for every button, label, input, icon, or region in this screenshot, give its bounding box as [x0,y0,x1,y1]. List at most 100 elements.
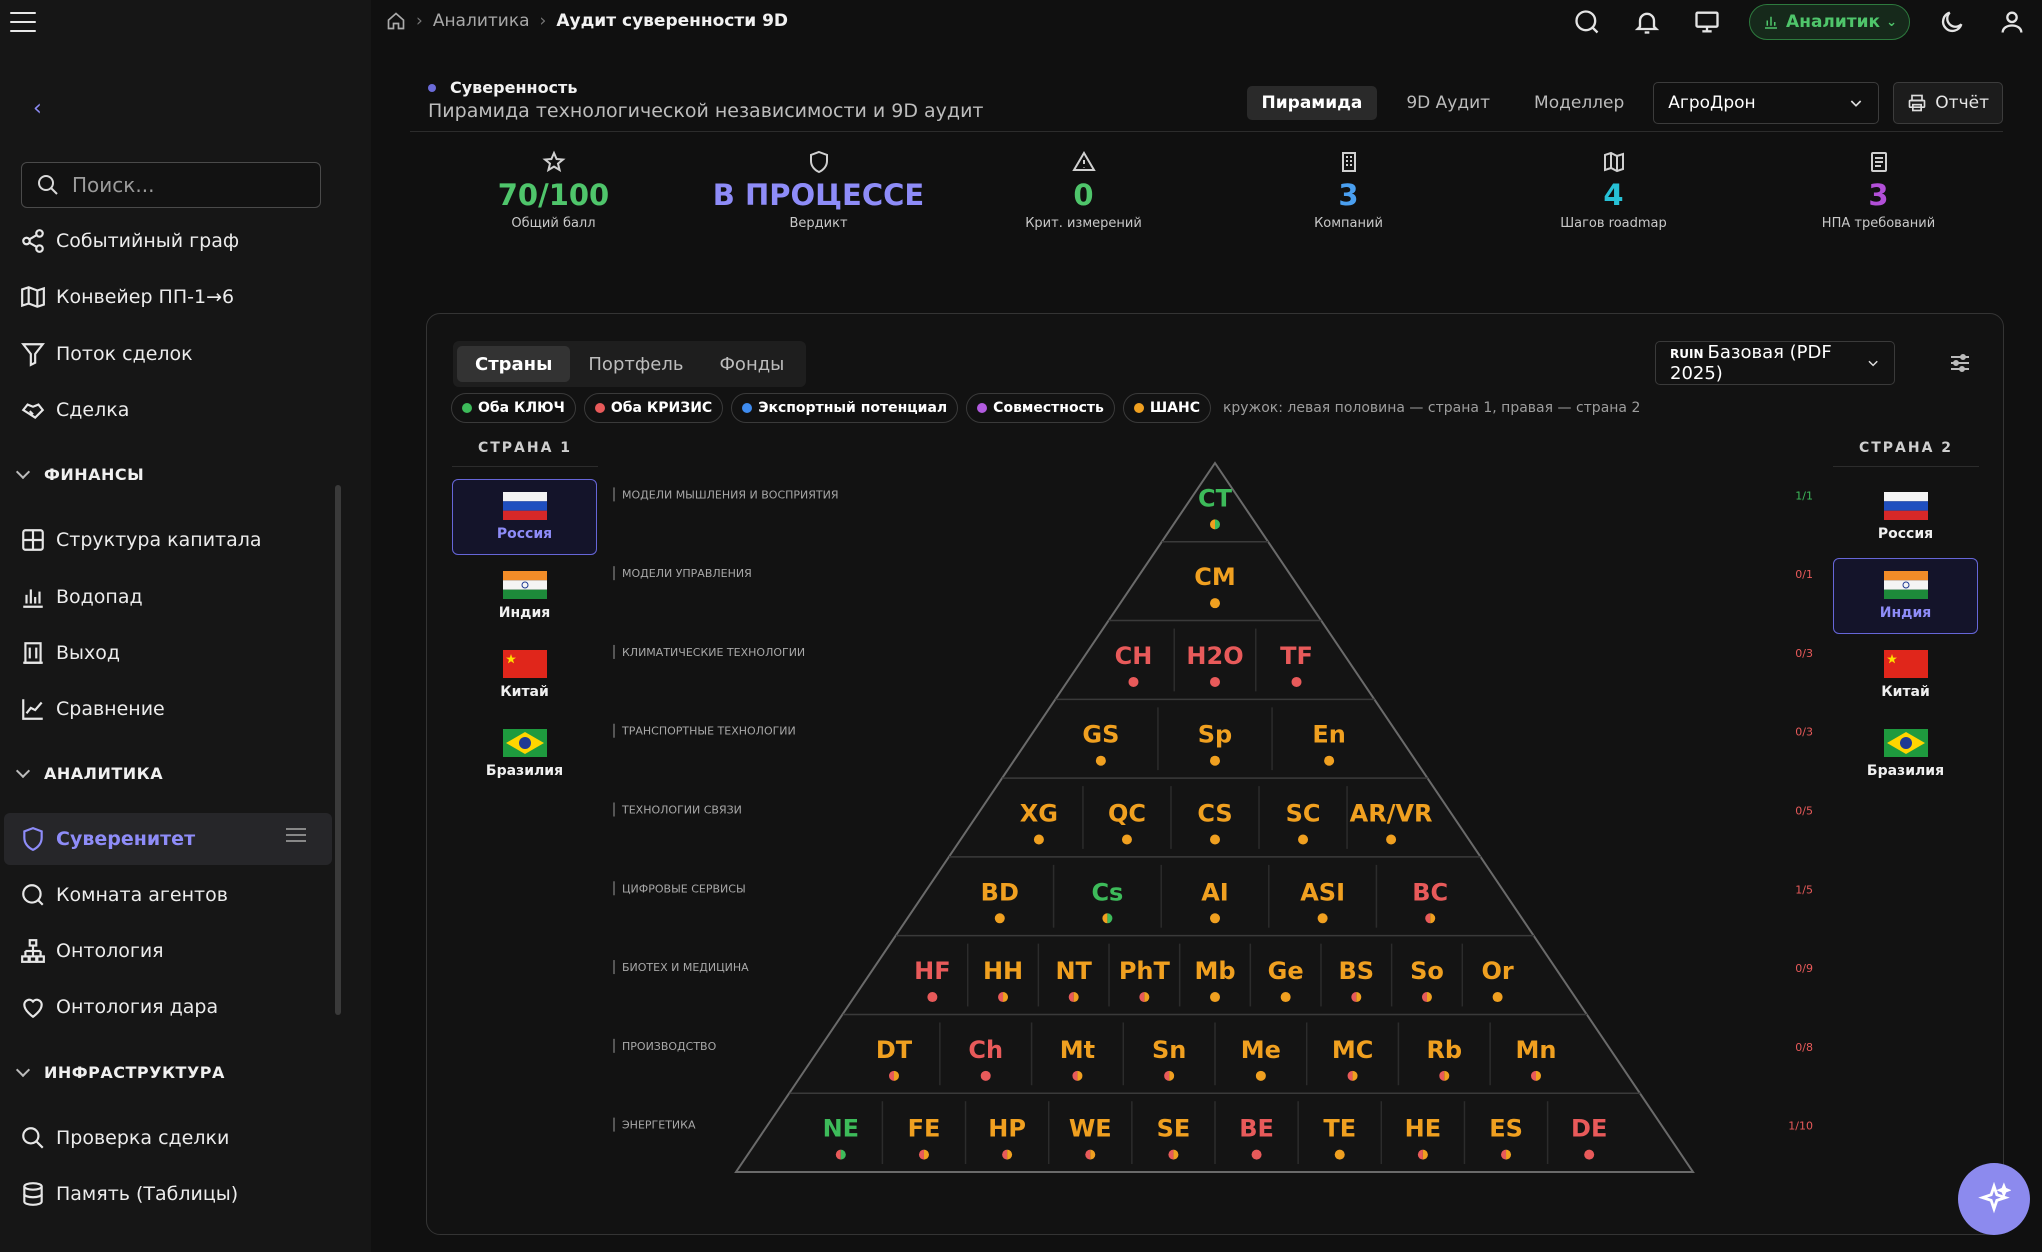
collapse-sidebar-chevron-icon[interactable]: ‹ [33,96,42,121]
sidebar-item-label: Онтология [56,940,164,962]
sidebar-item-deal-check[interactable]: Проверка сделки [20,1116,229,1160]
notifications-button[interactable] [1617,0,1677,44]
tab-9d-audit[interactable]: 9D Аудит [1406,93,1491,113]
country2-china[interactable]: Китай [1833,637,1978,713]
sparkles-icon [1978,1182,2011,1214]
theme-toggle-button[interactable] [1922,0,1982,44]
legend-dot [594,403,605,413]
database-icon [23,1182,43,1206]
topbar: › Аналитика › Аудит суверенности 9D Анал… [371,0,2042,48]
country1-china[interactable]: Китай [452,637,597,713]
sidebar-item-pipeline[interactable]: Конвейер ПП-1→6 [20,275,234,319]
sidebar-item-label: Водопад [56,586,143,608]
legend-dot [1133,403,1144,413]
sidebar-item-ontology[interactable]: Онтология [20,929,164,973]
country-name: Бразилия [1866,763,1945,779]
sidebar-item-exit[interactable]: Выход [20,631,120,675]
flag-brazil-icon [1883,729,1928,757]
country2-india[interactable]: Индия [1833,558,1978,634]
sidebar-item-label: Сравнение [56,698,165,720]
pyramid-panel: Страны Портфель Фонды RUIN Базовая (PDF 2… [426,313,2004,1235]
stat-value: 3 [1868,178,1889,212]
legend-export[interactable]: Экспортный потенциал [731,393,959,423]
country1-russia[interactable]: Россия [452,479,597,555]
stat-verdict: В ПРОЦЕССЕ Вердикт [686,150,951,260]
sidebar-item-label: Поток сделок [56,343,193,365]
country-name: Индия [1879,605,1932,621]
sidebar-item-memory[interactable]: Память (Таблицы) [20,1172,238,1216]
sidebar-scrollbar[interactable] [335,485,341,1015]
legend: Оба КЛЮЧ Оба КРИЗИС Экспортный потенциал… [451,393,1640,423]
user-icon [2001,11,2023,33]
hierarchy-icon [21,939,45,963]
sidebar-item-sovereignty[interactable]: Суверенитет [20,817,195,861]
entity-tabs: Страны Портфель Фонды [453,341,807,387]
country-name: Россия [496,526,553,542]
hamburger-menu-icon[interactable] [10,12,36,32]
page-title: Пирамида технологической независимости и… [428,100,984,122]
active-item-highlight [4,813,332,865]
home-icon[interactable] [386,11,406,31]
chat-icon [22,884,44,906]
map-icon [1603,151,1624,173]
agents-chat-button[interactable] [1557,0,1617,44]
flag-india-icon [1883,571,1928,599]
breadcrumb-separator: › [539,11,547,31]
country-name: Индия [498,605,551,621]
country1-brazil[interactable]: Бразилия [452,716,597,792]
sidebar-item-compare[interactable]: Сравнение [20,687,165,731]
map-icon [21,286,45,308]
country2-russia[interactable]: Россия [1833,479,1978,555]
baseline-select[interactable]: RUIN Базовая (PDF 2025) [1655,341,1895,385]
legend-compatibility[interactable]: Совместность [966,393,1115,423]
settings-sliders-icon[interactable] [1947,351,1973,375]
section-analytics[interactable]: АНАЛИТИКА [14,763,163,783]
breadcrumb: › Аналитика › Аудит суверенности 9D [386,11,788,31]
legend-both-crisis[interactable]: Оба КРИЗИС [583,393,724,423]
search-input[interactable] [72,173,292,197]
section-infrastructure[interactable]: ИНФРАСТРУКТУРА [14,1062,225,1082]
funnel-icon [21,343,45,367]
section-finance[interactable]: ФИНАНСЫ [14,464,144,484]
document-icon [1870,152,1887,172]
chevron-down-icon [15,763,31,779]
tab-pyramid[interactable]: Пирамида [1246,86,1378,120]
country1-india[interactable]: Индия [452,558,597,634]
chat-icon [1575,10,1599,34]
sidebar-item-agents-room[interactable]: Комната агентов [20,873,228,917]
legend-both-key[interactable]: Оба КЛЮЧ [451,393,576,423]
country2-brazil[interactable]: Бразилия [1833,716,1978,792]
tab-funds[interactable]: Фонды [719,353,785,375]
legend-label: Совместность [993,400,1104,416]
flag-china-icon [1883,650,1928,678]
tab-modeler[interactable]: Моделлер [1534,93,1625,113]
grid-icon [22,529,44,551]
breadcrumb-analytics[interactable]: Аналитика [432,11,530,31]
tab-countries[interactable]: Страны [457,346,571,382]
sidebar-item-label: Выход [56,642,121,664]
tab-portfolio[interactable]: Портфель [588,353,684,375]
sidebar-item-event-graph[interactable]: Событийный граф [20,219,239,263]
stat-roadmap: 4 Шагов roadmap [1481,150,1746,260]
profile-button[interactable] [1982,0,2042,44]
handshake-icon [21,403,45,419]
monitor-icon [1695,11,1719,33]
line-chart-icon [22,699,43,720]
sidebar-item-waterfall[interactable]: Водопад [20,575,143,619]
company-select-value: АгроДрон [1668,93,1756,113]
ai-assistant-button[interactable] [1958,1163,2030,1235]
stat-companies: 3 Компаний [1216,150,1481,260]
legend-chance[interactable]: ШАНС [1122,393,1211,423]
sidebar-item-deal-flow[interactable]: Поток сделок [20,332,193,376]
drag-handle-icon[interactable] [286,828,306,842]
sidebar-item-deal[interactable]: Сделка [20,388,129,432]
sidebar-item-capital-structure[interactable]: Структура капитала [20,518,262,562]
sidebar-item-gift-ontology[interactable]: Онтология дара [20,985,218,1029]
shield-icon [809,150,828,174]
role-selector[interactable]: Аналитик ⌄ [1749,4,1910,40]
company-select[interactable]: АгроДрон [1653,82,1880,124]
display-button[interactable] [1677,0,1737,44]
status-dot [428,84,436,92]
page-kicker: Суверенность [450,78,578,97]
report-button[interactable]: Отчёт [1893,82,2003,124]
